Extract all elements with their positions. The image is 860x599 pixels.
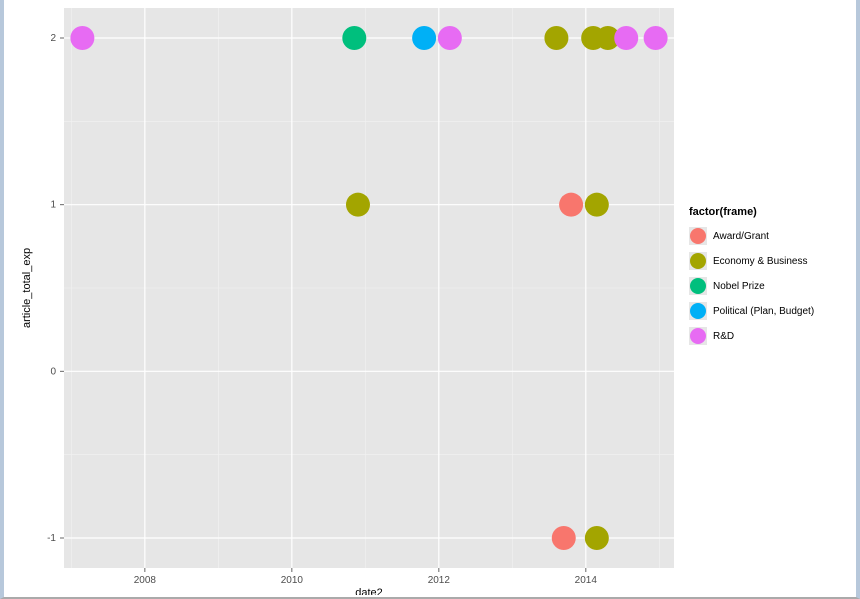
- legend-swatch: [690, 253, 706, 269]
- x-tick-label: 2010: [281, 575, 304, 586]
- data-point: [544, 26, 568, 50]
- y-tick-label: 1: [50, 200, 56, 211]
- data-point: [438, 26, 462, 50]
- data-point: [70, 26, 94, 50]
- data-point: [412, 26, 436, 50]
- legend-label: Nobel Prize: [713, 281, 765, 292]
- y-tick-label: 2: [50, 33, 56, 44]
- y-tick-label: -1: [47, 533, 56, 544]
- legend-swatch: [690, 303, 706, 319]
- legend-label: R&D: [713, 331, 734, 342]
- x-tick-label: 2014: [575, 575, 598, 586]
- x-tick-label: 2012: [428, 575, 451, 586]
- data-point: [559, 193, 583, 217]
- scatter-chart: 2008 2010 2012 2014 -1 0 1 2 date2 article_total_…: [14, 0, 856, 595]
- legend-label: Political (Plan, Budget): [713, 306, 814, 317]
- legend-swatch: [690, 328, 706, 344]
- data-point: [644, 26, 668, 50]
- y-axis-title: article_total_exp: [21, 248, 33, 328]
- legend: factor(frame) Award/Grant Economy & Busine…: [689, 206, 814, 345]
- data-point: [342, 26, 366, 50]
- legend-label: Award/Grant: [713, 231, 769, 242]
- legend-title: factor(frame): [689, 206, 757, 218]
- data-point: [585, 193, 609, 217]
- x-axis-title: date2: [355, 587, 383, 595]
- y-tick-label: 0: [50, 366, 56, 377]
- data-point: [552, 526, 576, 550]
- app-frame: 2008 2010 2012 2014 -1 0 1 2 date2 article_total_…: [0, 0, 860, 599]
- x-tick-label: 2008: [134, 575, 157, 586]
- legend-swatch: [690, 278, 706, 294]
- chart-container: 2008 2010 2012 2014 -1 0 1 2 date2 article_total_…: [14, 0, 856, 597]
- legend-swatch: [690, 228, 706, 244]
- data-point: [585, 526, 609, 550]
- data-point: [614, 26, 638, 50]
- legend-label: Economy & Business: [713, 256, 808, 267]
- data-point: [346, 193, 370, 217]
